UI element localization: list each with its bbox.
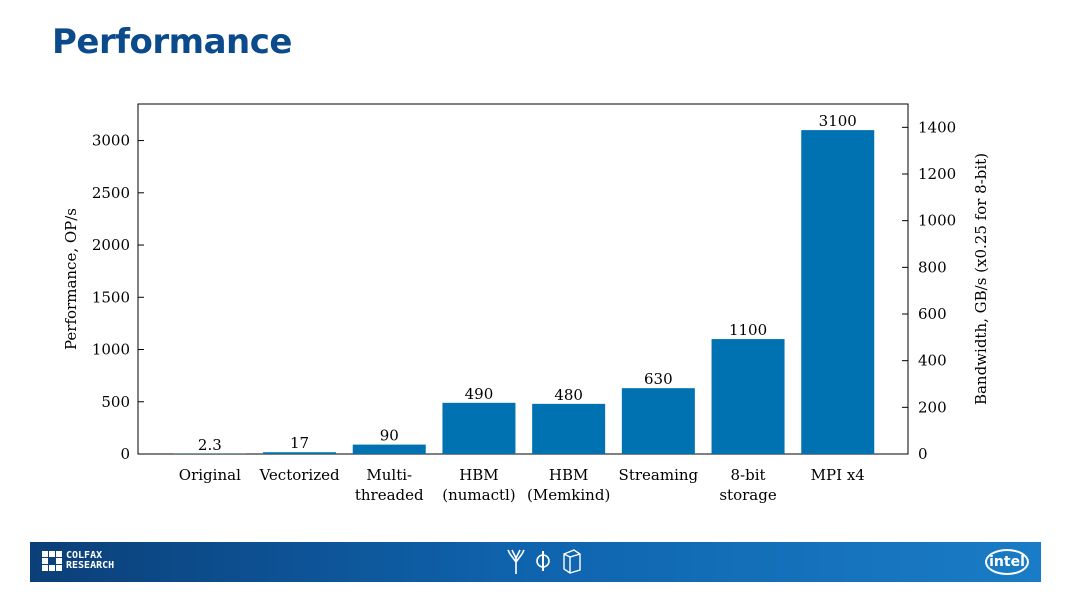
bar xyxy=(801,130,875,455)
y-right-tick-label: 1000 xyxy=(918,212,956,230)
y-axis-label: Performance, OP/s xyxy=(62,208,80,350)
x-tick-label: Original xyxy=(179,466,241,484)
x-tick-label: MPI x4 xyxy=(811,466,865,484)
data-label: 2.3 xyxy=(198,436,222,454)
colfax-logo-line2: RESEARCH xyxy=(66,560,115,571)
y-right-tick-label: 1400 xyxy=(918,118,956,136)
tree-icon xyxy=(507,549,525,574)
y-right-tick-label: 800 xyxy=(918,258,947,276)
bar-chart: 0 500 1000 1500 2000 2500 3000 0 200 400 600 800 100… xyxy=(62,103,990,504)
plot-frame xyxy=(137,103,909,455)
bar xyxy=(263,452,337,454)
circle-bar-icon xyxy=(536,551,550,571)
data-label: 1100 xyxy=(729,321,767,339)
x-tick-label: HBM (numactl) xyxy=(442,466,515,504)
x-tick-label: 8-bit storage xyxy=(719,466,776,504)
bar xyxy=(352,444,426,454)
colfax-logo-line1: COLFAX xyxy=(66,550,103,561)
y-tick-label: 2500 xyxy=(92,184,130,202)
intel-logo: intel xyxy=(985,549,1029,575)
x-tick-label: Multi-threaded xyxy=(355,466,424,504)
y-right-tick-label: 200 xyxy=(918,398,947,416)
y-tick-label: 1500 xyxy=(92,288,130,306)
data-label: 90 xyxy=(380,427,399,445)
y-tick-label: 1000 xyxy=(92,341,130,359)
x-tick-label: Streaming xyxy=(619,466,699,484)
data-label: 17 xyxy=(290,434,309,452)
y-tick-label: 2000 xyxy=(92,236,130,254)
data-label: 3100 xyxy=(819,112,857,130)
y-right-axis-label: Bandwidth, GB/s (x0.25 for 8-bit) xyxy=(972,153,990,405)
x-tick-label: Vectorized xyxy=(258,466,340,484)
y-right-tick-label: 600 xyxy=(918,305,947,323)
x-tick-label: HBM (Memkind) xyxy=(527,466,610,504)
colfax-mark-icon xyxy=(42,551,62,571)
data-label: 630 xyxy=(644,370,673,388)
bar xyxy=(711,339,785,454)
y-right-tick-label: 400 xyxy=(918,352,947,370)
y-tick-label: 3000 xyxy=(92,132,130,150)
bar xyxy=(621,388,695,454)
y-right-tick-label: 1200 xyxy=(918,165,956,183)
cube-icon xyxy=(563,549,581,574)
footer-bar: COLFAX RESEARCH intel xyxy=(30,542,1041,582)
y-tick-label: 500 xyxy=(101,393,130,411)
bar xyxy=(532,403,606,454)
colfax-logo: COLFAX RESEARCH xyxy=(42,551,114,571)
footer-icons xyxy=(506,548,582,574)
data-label: 490 xyxy=(465,385,494,403)
y-tick-label: 0 xyxy=(120,445,130,463)
data-label: 480 xyxy=(554,386,583,404)
y-right-tick-label: 0 xyxy=(918,445,928,463)
bar xyxy=(442,402,516,454)
slide-title: Performance xyxy=(52,22,292,62)
